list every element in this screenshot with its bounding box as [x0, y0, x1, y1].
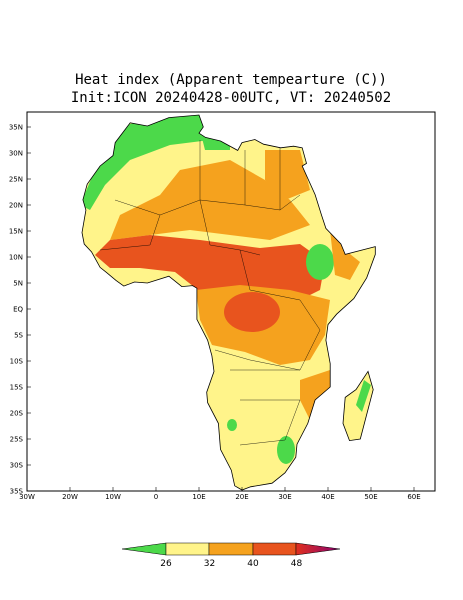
lon-label: 10W [105, 493, 121, 501]
lat-label: 5N [13, 280, 23, 288]
lon-label: 30E [278, 493, 291, 501]
borders [99, 140, 321, 446]
colorbar-label: 40 [247, 559, 259, 569]
lon-label: 40E [321, 493, 334, 501]
lon-label: 60E [407, 493, 420, 501]
lat-label: 10S [10, 358, 24, 366]
lat-label: 35S [10, 488, 24, 496]
lon-label: 20W [62, 493, 78, 501]
colorbar-low [121, 542, 167, 556]
lon-label: 50E [364, 493, 377, 501]
lat-label: 15S [10, 384, 24, 392]
colorbar-label: 32 [204, 559, 215, 569]
colorbar-high [295, 542, 341, 556]
colorbar-label: 48 [291, 559, 303, 569]
lon-label: 20E [235, 493, 248, 501]
colorbar-segment [208, 542, 254, 556]
lat-label: 20S [10, 410, 24, 418]
colorbar-segment [165, 542, 210, 556]
colorbar [121, 542, 341, 556]
title-line: Heat index (Apparent tempearture (C)) [75, 72, 387, 88]
lat-label: EQ [13, 306, 23, 314]
lat-label: 25N [9, 176, 23, 184]
lat-label: 10N [9, 254, 23, 262]
title-line: Init:ICON 20240428-00UTC, VT: 20240502 [71, 90, 391, 106]
madagascar-green [356, 380, 371, 412]
lat-label: 15N [9, 228, 23, 236]
lat-label: 20N [9, 202, 23, 210]
lat-label: 35N [9, 124, 23, 132]
lon-label: 30W [19, 493, 35, 501]
lon-label: 0 [154, 493, 158, 501]
colorbar-segment [252, 542, 297, 556]
lat-label: 30S [10, 462, 24, 470]
lat-label: 25S [10, 436, 24, 444]
lon-label: 10E [192, 493, 205, 501]
lat-label: 30N [9, 150, 23, 158]
lat-label: 5S [14, 332, 23, 340]
colorbar-label: 26 [160, 559, 172, 569]
